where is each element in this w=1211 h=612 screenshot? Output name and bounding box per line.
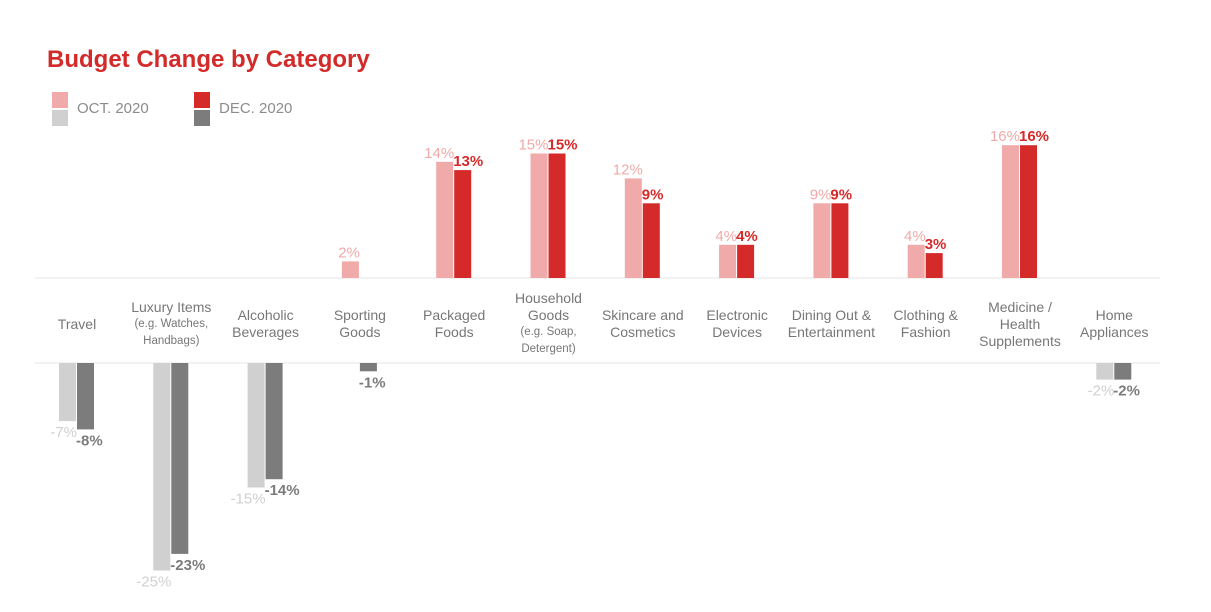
category-label-medicine-health-supplements: Medicine / Health Supplements	[973, 286, 1067, 362]
data-label-dec-2020-home-appliances: -2%	[1113, 383, 1140, 400]
data-label-dec-2020-dining-out-entertainment: 9%	[830, 186, 852, 203]
category-name: Skincare and Cosmetics	[601, 307, 684, 340]
category-label-luxury-items: Luxury Items (e.g. Watches, Handbags)	[124, 286, 218, 362]
category-name: Electronic Devices	[706, 307, 768, 340]
category-name: Luxury Items	[131, 298, 212, 315]
category-name: Alcoholic Beverages	[232, 307, 300, 340]
data-label-oct-2020-sporting-goods: 2%	[338, 244, 360, 261]
bar-oct-2020-alcoholic-beverages	[247, 363, 265, 488]
bar-dec-2020-luxury-items	[171, 363, 189, 554]
bar-dec-2020-electronic-devices	[737, 244, 755, 278]
data-label-oct-2020-household-goods: 15%	[518, 137, 548, 154]
data-label-dec-2020-electronic-devices: 4%	[736, 228, 758, 245]
category-subtext: (e.g. Soap, Detergent)	[520, 326, 577, 355]
legend-label-dec-2020: DEC. 2020	[219, 100, 293, 117]
bar-oct-2020-skincare-and-cosmetics	[624, 178, 642, 278]
bar-oct-2020-clothing-fashion	[907, 244, 925, 278]
data-label-oct-2020-electronic-devices: 4%	[715, 228, 737, 245]
data-label-oct-2020-dining-out-entertainment: 9%	[810, 186, 832, 203]
bar-dec-2020-home-appliances	[1114, 363, 1132, 380]
data-label-oct-2020-medicine-health-supplements: 16%	[990, 128, 1020, 145]
bar-oct-2020-medicine-health-supplements	[1002, 145, 1019, 278]
category-label-electronic-devices: Electronic Devices	[690, 286, 784, 362]
data-label-oct-2020-clothing-fashion: 4%	[904, 228, 926, 245]
data-label-dec-2020-household-goods: 15%	[548, 137, 578, 154]
bar-oct-2020-packaged-foods	[436, 161, 454, 278]
category-subtext: (e.g. Watches, Handbags)	[134, 317, 209, 347]
chart-title: Budget Change by Category	[47, 46, 370, 73]
bar-dec-2020-dining-out-entertainment	[831, 203, 849, 278]
category-name: Sporting Goods	[333, 307, 386, 340]
category-name: Clothing & Fashion	[893, 307, 958, 340]
category-label-alcoholic-beverages: Alcoholic Beverages	[219, 286, 313, 362]
category-label-household-goods: Household Goods (e.g. Soap, Detergent)	[502, 286, 596, 362]
data-label-oct-2020-alcoholic-beverages: -15%	[231, 491, 266, 508]
legend-label-oct-2020: OCT. 2020	[77, 100, 149, 117]
data-label-dec-2020-luxury-items: -23%	[170, 557, 205, 574]
data-label-dec-2020-alcoholic-beverages: -14%	[265, 482, 300, 499]
category-label-packaged-foods: Packaged Foods	[407, 286, 501, 362]
category-label-sporting-goods: Sporting Goods	[313, 286, 407, 362]
category-name: Dining Out & Entertainment	[787, 307, 875, 340]
bar-dec-2020-household-goods	[548, 153, 566, 278]
category-name: Home Appliances	[1080, 307, 1149, 340]
bar-oct-2020-household-goods	[530, 153, 548, 278]
data-label-oct-2020-packaged-foods: 14%	[424, 145, 454, 162]
category-label-home-appliances: Home Appliances	[1067, 286, 1161, 362]
category-label-clothing-fashion: Clothing & Fashion	[879, 286, 973, 362]
legend-swatch-oct-positive	[52, 92, 68, 108]
data-label-oct-2020-home-appliances: -2%	[1088, 383, 1115, 400]
category-label-skincare-and-cosmetics: Skincare and Cosmetics	[596, 286, 690, 362]
category-label-dining-out-entertainment: Dining Out & Entertainment	[784, 286, 878, 362]
data-label-oct-2020-skincare-and-cosmetics: 12%	[613, 161, 643, 178]
bar-dec-2020-sporting-goods	[359, 363, 377, 372]
data-label-dec-2020-sporting-goods: -1%	[359, 374, 386, 391]
legend-swatch-dec-negative	[194, 110, 210, 126]
data-label-dec-2020-skincare-and-cosmetics: 9%	[642, 186, 664, 203]
category-name: Medicine / Health Supplements	[979, 298, 1061, 349]
bar-oct-2020-electronic-devices	[719, 244, 737, 278]
bar-oct-2020-dining-out-entertainment	[813, 203, 831, 278]
category-name: Packaged Foods	[423, 307, 486, 340]
data-label-dec-2020-medicine-health-supplements: 16%	[1019, 128, 1049, 145]
category-name: Travel	[57, 315, 97, 332]
bar-dec-2020-travel	[77, 363, 94, 430]
category-label-travel: Travel	[30, 286, 124, 362]
bar-dec-2020-packaged-foods	[454, 170, 472, 278]
legend-swatch-oct-negative	[52, 110, 68, 126]
bar-oct-2020-luxury-items	[153, 363, 171, 571]
bar-dec-2020-skincare-and-cosmetics	[642, 203, 660, 278]
bar-dec-2020-medicine-health-supplements	[1020, 145, 1037, 278]
category-name: Household Goods	[515, 290, 582, 323]
bar-oct-2020-sporting-goods	[341, 261, 359, 278]
bar-oct-2020-home-appliances	[1096, 363, 1114, 380]
data-label-dec-2020-packaged-foods: 13%	[453, 153, 483, 170]
bar-oct-2020-travel	[59, 363, 76, 422]
bar-dec-2020-alcoholic-beverages	[265, 363, 283, 480]
data-label-oct-2020-luxury-items: -25%	[136, 574, 171, 591]
data-label-dec-2020-travel: -8%	[76, 432, 103, 449]
legend-swatch-dec-positive	[194, 92, 210, 108]
data-label-dec-2020-clothing-fashion: 3%	[925, 236, 947, 253]
bar-dec-2020-clothing-fashion	[925, 253, 943, 278]
data-label-oct-2020-travel: -7%	[50, 424, 77, 441]
